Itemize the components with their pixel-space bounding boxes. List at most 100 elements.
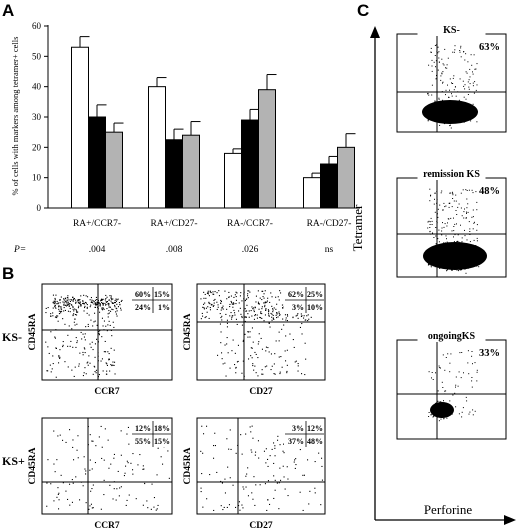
event-dot	[450, 405, 452, 407]
event-dot	[106, 296, 108, 298]
event-dot	[452, 191, 453, 193]
event-dot	[245, 316, 247, 318]
event-dot	[467, 247, 469, 249]
event-dot	[221, 315, 223, 317]
event-dot	[463, 121, 465, 123]
event-dot	[450, 115, 452, 117]
event-dot	[203, 297, 205, 299]
event-dot	[466, 261, 468, 263]
event-dot	[437, 238, 439, 240]
bar	[258, 89, 276, 209]
event-dot	[72, 446, 74, 448]
event-dot	[454, 45, 456, 47]
event-dot	[59, 349, 61, 351]
event-dot	[465, 256, 467, 258]
event-dot	[428, 416, 430, 417]
event-dot	[449, 249, 451, 251]
event-dot	[456, 269, 458, 271]
event-dot	[474, 253, 476, 255]
event-dot	[277, 435, 279, 437]
event-dot	[456, 260, 458, 262]
event-dot	[450, 127, 452, 129]
event-dot	[455, 247, 457, 249]
event-dot	[446, 254, 448, 256]
event-dot	[448, 96, 450, 98]
event-dot	[98, 334, 100, 336]
event-dot	[266, 509, 268, 511]
event-dot	[470, 120, 472, 122]
event-dot	[297, 365, 299, 367]
event-dot	[216, 301, 218, 303]
event-dot	[448, 249, 450, 251]
event-dot	[112, 364, 114, 366]
event-dot	[466, 207, 468, 209]
event-dot	[321, 457, 323, 459]
event-dot	[469, 255, 471, 257]
event-dot	[271, 313, 273, 315]
event-dot	[469, 248, 471, 250]
x-tick-label: RA-/CCR7-	[227, 219, 273, 229]
event-dot	[155, 509, 157, 511]
event-dot	[203, 433, 205, 435]
event-dot	[449, 109, 450, 110]
event-dot	[72, 306, 74, 308]
event-dot	[295, 315, 297, 317]
event-dot	[201, 425, 203, 427]
event-dot	[465, 217, 467, 219]
event-dot	[304, 342, 306, 344]
event-dot	[461, 416, 463, 418]
event-dot	[460, 248, 462, 250]
event-dot	[63, 304, 65, 306]
event-dot	[449, 407, 450, 409]
event-dot	[62, 346, 64, 348]
event-dot	[441, 114, 443, 116]
title-bg	[417, 328, 486, 342]
event-dot	[441, 257, 443, 259]
event-dot	[443, 117, 445, 119]
event-dot	[278, 482, 280, 484]
event-dot	[99, 303, 101, 305]
event-dot	[441, 234, 443, 236]
event-dot	[465, 217, 467, 219]
event-dot	[444, 263, 446, 265]
event-dot	[455, 116, 457, 118]
event-dot	[102, 325, 104, 327]
event-dot	[454, 115, 456, 117]
event-dot	[92, 302, 94, 304]
event-dot	[267, 465, 269, 467]
event-dot	[453, 241, 455, 243]
event-dot	[202, 452, 204, 454]
event-dot	[458, 118, 460, 120]
event-dot	[66, 303, 68, 305]
event-dot	[110, 297, 112, 299]
event-dot	[447, 256, 449, 258]
event-dot	[270, 292, 272, 294]
event-dot	[449, 251, 451, 253]
event-dot	[109, 306, 111, 308]
event-dot	[447, 246, 449, 248]
event-dot	[114, 302, 116, 304]
event-dot	[458, 258, 460, 260]
event-dot	[457, 251, 459, 253]
event-dot	[445, 357, 447, 358]
event-dot	[207, 290, 209, 292]
event-dot	[474, 258, 476, 259]
event-dot	[457, 108, 459, 110]
event-dot	[434, 193, 436, 194]
event-dot	[79, 301, 81, 303]
event-dot	[464, 235, 466, 237]
event-dot	[264, 314, 266, 316]
event-dot	[458, 99, 460, 101]
event-dot	[462, 250, 464, 252]
event-dot	[460, 259, 462, 261]
event-dot	[441, 253, 443, 255]
event-dot	[456, 111, 458, 113]
event-dot	[462, 106, 464, 108]
event-dot	[458, 265, 460, 267]
event-dot	[432, 111, 434, 113]
event-dot	[471, 386, 473, 388]
event-dot	[59, 356, 61, 358]
event-dot	[110, 297, 112, 299]
event-dot	[434, 406, 436, 408]
